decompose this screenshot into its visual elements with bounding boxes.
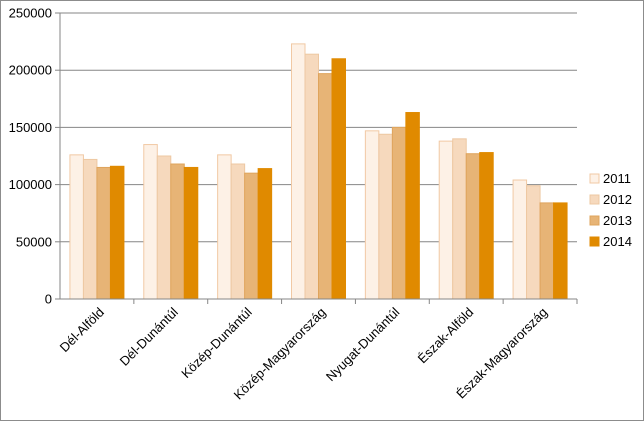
y-tick-label: 200000 xyxy=(9,63,52,78)
bar-2014-6 xyxy=(553,202,568,300)
bar-2012-6 xyxy=(526,185,541,300)
bar-2014-3 xyxy=(331,58,346,300)
bar-2013-4 xyxy=(391,126,407,300)
bar-2013-1 xyxy=(170,163,185,300)
legend-swatch-2014 xyxy=(589,236,600,247)
bar-2011-5 xyxy=(438,140,454,300)
bar-2012-5 xyxy=(452,138,467,300)
bar-2014-0 xyxy=(109,165,125,300)
bar-2014-1 xyxy=(183,166,199,300)
bar-2013-6 xyxy=(539,202,555,300)
bar-2013-5 xyxy=(465,153,481,300)
axes xyxy=(55,12,578,304)
x-tick-label: Dél-Dunántúl xyxy=(117,304,181,368)
bar-2014-4 xyxy=(405,112,420,300)
legend-label: 2011 xyxy=(603,171,631,186)
bar-2012-1 xyxy=(156,155,172,300)
x-tick-label: Dél-Alföld xyxy=(57,305,107,355)
y-tick-labels: 0 50000 100000 150000 200000 250000 xyxy=(9,6,52,307)
x-tick-label: Észak-Alföld xyxy=(415,305,477,367)
bar-2011-0 xyxy=(69,154,84,300)
legend-label: 2012 xyxy=(603,192,632,207)
bar-2014-5 xyxy=(479,152,494,300)
bar-2012-0 xyxy=(82,158,98,300)
bar-2014-2 xyxy=(257,168,273,300)
y-tick-label: 50000 xyxy=(16,234,52,249)
y-tick-label: 0 xyxy=(45,292,52,307)
legend-label: 2013 xyxy=(603,213,632,228)
y-tick-label: 250000 xyxy=(9,6,52,21)
legend-swatch-2013 xyxy=(589,215,600,226)
x-tick-labels: Dél-Alföld Dél-DunántúlKözép-DunántúlKözé… xyxy=(57,304,551,402)
bar-2011-1 xyxy=(143,144,158,300)
x-tick-label: Közép-Dunántúl xyxy=(178,304,255,381)
legend-swatch-2011 xyxy=(589,173,600,184)
bar-2012-4 xyxy=(378,133,393,300)
x-tick-label: Nyugat-Dunántúl xyxy=(323,304,403,384)
legend-label: 2014 xyxy=(603,234,632,249)
y-tick-label: 150000 xyxy=(9,120,52,135)
bar-2013-3 xyxy=(318,73,333,300)
bar-2013-0 xyxy=(96,166,111,300)
bar-2012-3 xyxy=(304,53,319,300)
bar-2013-2 xyxy=(244,172,259,300)
bar-2011-6 xyxy=(512,179,528,300)
bar-2011-4 xyxy=(364,130,380,300)
bar-2012-2 xyxy=(230,163,246,300)
legend-swatch-2012 xyxy=(589,194,600,205)
legend: 2011 2012 2013 2014 xyxy=(589,171,632,249)
bars xyxy=(69,43,568,300)
bar-2011-2 xyxy=(217,154,232,300)
y-tick-label: 100000 xyxy=(9,177,52,192)
bar-2011-3 xyxy=(291,43,306,300)
